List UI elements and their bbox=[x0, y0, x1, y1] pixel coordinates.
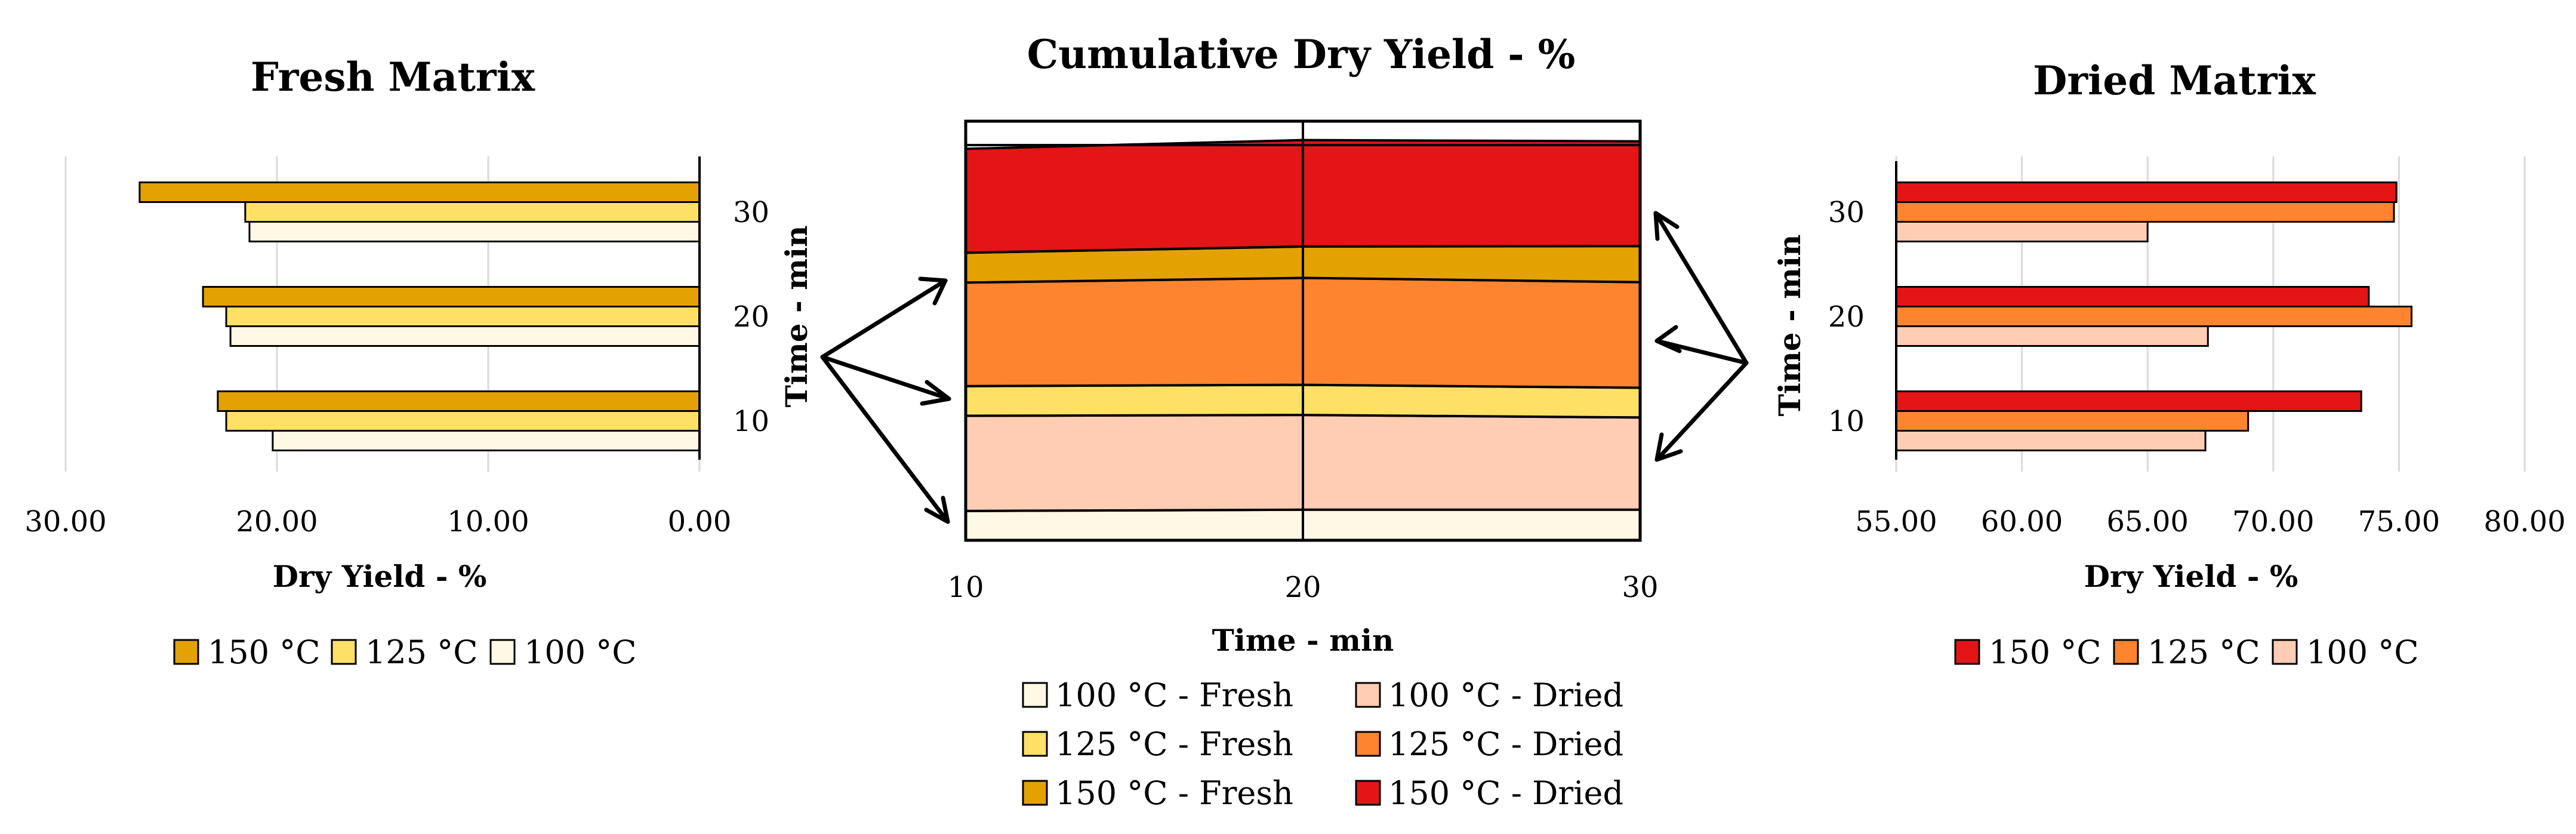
cumulative-legend: 100 °C - Fresh 125 °C - Fresh 150 °C - F… bbox=[1022, 676, 1623, 812]
legend-100-fresh: 100 °C - Fresh bbox=[1055, 676, 1293, 714]
fresh-legend-125: 125 °C bbox=[365, 633, 478, 671]
legend-125-fresh: 125 °C - Fresh bbox=[1055, 725, 1293, 763]
dried-bar-150-c-30 bbox=[1895, 181, 2398, 203]
cumulative-chart-title: Cumulative Dry Yield - % bbox=[1027, 31, 1576, 78]
arrow-right-to-100-dried bbox=[1654, 361, 1749, 462]
arrowhead-left-2 bbox=[920, 380, 951, 406]
dried-y-tick-label-10: 10 bbox=[1828, 405, 1865, 438]
legend-swatch-150-fresh bbox=[1022, 780, 1048, 806]
fresh-legend-150: 150 °C bbox=[208, 633, 321, 671]
fresh-bar-150-c-30 bbox=[138, 181, 701, 203]
arrowhead-left-3 bbox=[924, 496, 950, 524]
legend-125-dried: 125 °C - Dried bbox=[1388, 725, 1623, 763]
fresh-legend-swatch-125 bbox=[331, 639, 357, 665]
cumulative-x-tick-label-30: 30 bbox=[1622, 571, 1658, 604]
cumulative-x-tick-label-10: 10 bbox=[947, 571, 984, 604]
fresh-bar-150-c-10 bbox=[217, 390, 701, 412]
fresh-y-tick-label-10: 10 bbox=[733, 405, 769, 438]
cumulative-x-axis-title: Time - min bbox=[1212, 623, 1394, 658]
cumulative-chart: Cumulative Dry Yield - % 10 20 30 Time - m… bbox=[947, 31, 1658, 812]
fresh-bar-100-c-10 bbox=[272, 430, 701, 451]
arrow-left-to-100-fresh bbox=[820, 355, 950, 524]
cumulative-x-tick-label-20: 20 bbox=[1284, 571, 1321, 604]
arrowhead-right-1 bbox=[1653, 211, 1680, 241]
arrow-right-to-125-dried bbox=[1654, 338, 1749, 365]
dried-bar-100-c-10 bbox=[1895, 430, 2207, 451]
arrow-left-to-125-fresh bbox=[820, 355, 951, 401]
fresh-bar-150-c-20 bbox=[202, 286, 701, 307]
legend-swatch-150-dried bbox=[1355, 780, 1381, 806]
dried-legend-150: 150 °C bbox=[1989, 633, 2102, 671]
dried-legend-100: 100 °C bbox=[2306, 633, 2419, 671]
legend-swatch-125-fresh bbox=[1022, 731, 1048, 757]
dried-legend-swatch-125 bbox=[2113, 639, 2139, 665]
fresh-value-ticks: 30.00 20.00 10.00 0.00 bbox=[24, 505, 731, 538]
fresh-x-tick-label: 20.00 bbox=[236, 505, 318, 538]
arrowhead-left-1 bbox=[918, 276, 948, 306]
dried-bar-125-c-20 bbox=[1895, 306, 2412, 327]
dried-legend-swatch-100 bbox=[2272, 639, 2298, 665]
dried-legend-125: 125 °C bbox=[2147, 633, 2260, 671]
fresh-category-ticks: 10 20 30 bbox=[733, 196, 769, 438]
fresh-legend: 150 °C 125 °C 100 °C bbox=[173, 633, 637, 671]
dried-category-ticks: 10 20 30 bbox=[1828, 196, 1865, 438]
fresh-y-axis-title: Time - min bbox=[779, 226, 814, 408]
dried-value-ticks: 55.00 60.00 65.00 70.00 75.00 80.00 bbox=[1855, 505, 2565, 538]
legend-150-dried: 150 °C - Dried bbox=[1388, 774, 1623, 812]
dried-x-tick-label: 75.00 bbox=[2358, 505, 2440, 538]
fresh-x-tick-label: 10.00 bbox=[447, 505, 529, 538]
legend-swatch-100-fresh bbox=[1022, 682, 1048, 708]
dried-y-tick-label-30: 30 bbox=[1828, 196, 1865, 229]
fresh-bars bbox=[138, 181, 701, 451]
dried-y-axis-title: Time - min bbox=[1772, 235, 1807, 417]
legend-100-dried: 100 °C - Dried bbox=[1388, 676, 1623, 714]
fresh-y-tick-label-20: 20 bbox=[733, 300, 769, 334]
cumulative-plot-frame bbox=[964, 119, 1642, 542]
fresh-bar-125-c-30 bbox=[244, 201, 701, 223]
fresh-legend-swatch-100 bbox=[489, 639, 516, 665]
fresh-x-axis-title: Dry Yield - % bbox=[273, 559, 487, 594]
arrowhead-right-2 bbox=[1654, 325, 1682, 353]
fresh-bar-125-c-20 bbox=[225, 306, 701, 327]
cumulative-x-ticks: 10 20 30 bbox=[947, 571, 1658, 604]
fresh-y-tick-label-30: 30 bbox=[733, 196, 769, 229]
dried-x-tick-label: 55.00 bbox=[1855, 505, 1937, 538]
dried-bar-125-c-10 bbox=[1895, 410, 2250, 432]
arrow-right-to-150-dried bbox=[1653, 211, 1749, 365]
dried-x-tick-label: 70.00 bbox=[2232, 505, 2314, 538]
fresh-legend-100: 100 °C bbox=[524, 633, 637, 671]
fresh-bar-100-c-20 bbox=[229, 325, 701, 347]
dried-legend-swatch-150 bbox=[1954, 639, 1980, 665]
fresh-bar-100-c-30 bbox=[248, 221, 701, 242]
dried-bars bbox=[1895, 181, 2412, 451]
dried-x-axis-title: Dry Yield - % bbox=[2084, 559, 2298, 594]
legend-swatch-125-dried bbox=[1355, 731, 1381, 757]
dried-bar-150-c-20 bbox=[1895, 286, 2370, 307]
connector-arrows bbox=[820, 211, 1749, 524]
fresh-chart-title: Fresh Matrix bbox=[251, 54, 535, 100]
dried-y-tick-label-20: 20 bbox=[1828, 300, 1865, 334]
legend-swatch-100-dried bbox=[1355, 682, 1381, 708]
dried-matrix-chart: Dried Matrix 10 20 30 55.00 60.00 65.00 70.00… bbox=[1772, 57, 2566, 671]
dried-bar-100-c-20 bbox=[1895, 325, 2209, 347]
dried-legend: 150 °C 125 °C 100 °C bbox=[1954, 633, 2419, 671]
dried-bar-125-c-30 bbox=[1895, 201, 2395, 223]
dried-x-tick-label: 60.00 bbox=[1981, 505, 2063, 538]
fresh-x-tick-label: 30.00 bbox=[24, 505, 106, 538]
dried-x-tick-label: 80.00 bbox=[2483, 505, 2565, 538]
dried-chart-title: Dried Matrix bbox=[2033, 57, 2316, 104]
legend-150-fresh: 150 °C - Fresh bbox=[1055, 774, 1293, 812]
dried-x-tick-label: 65.00 bbox=[2106, 505, 2188, 538]
fresh-bar-125-c-10 bbox=[225, 410, 701, 432]
arrowhead-right-3 bbox=[1654, 432, 1683, 462]
fresh-legend-swatch-150 bbox=[173, 639, 199, 665]
fresh-x-tick-label: 0.00 bbox=[668, 505, 732, 538]
dried-bar-100-c-30 bbox=[1895, 221, 2149, 242]
arrow-left-to-150-fresh bbox=[820, 278, 948, 359]
dried-bar-150-c-10 bbox=[1895, 390, 2362, 412]
